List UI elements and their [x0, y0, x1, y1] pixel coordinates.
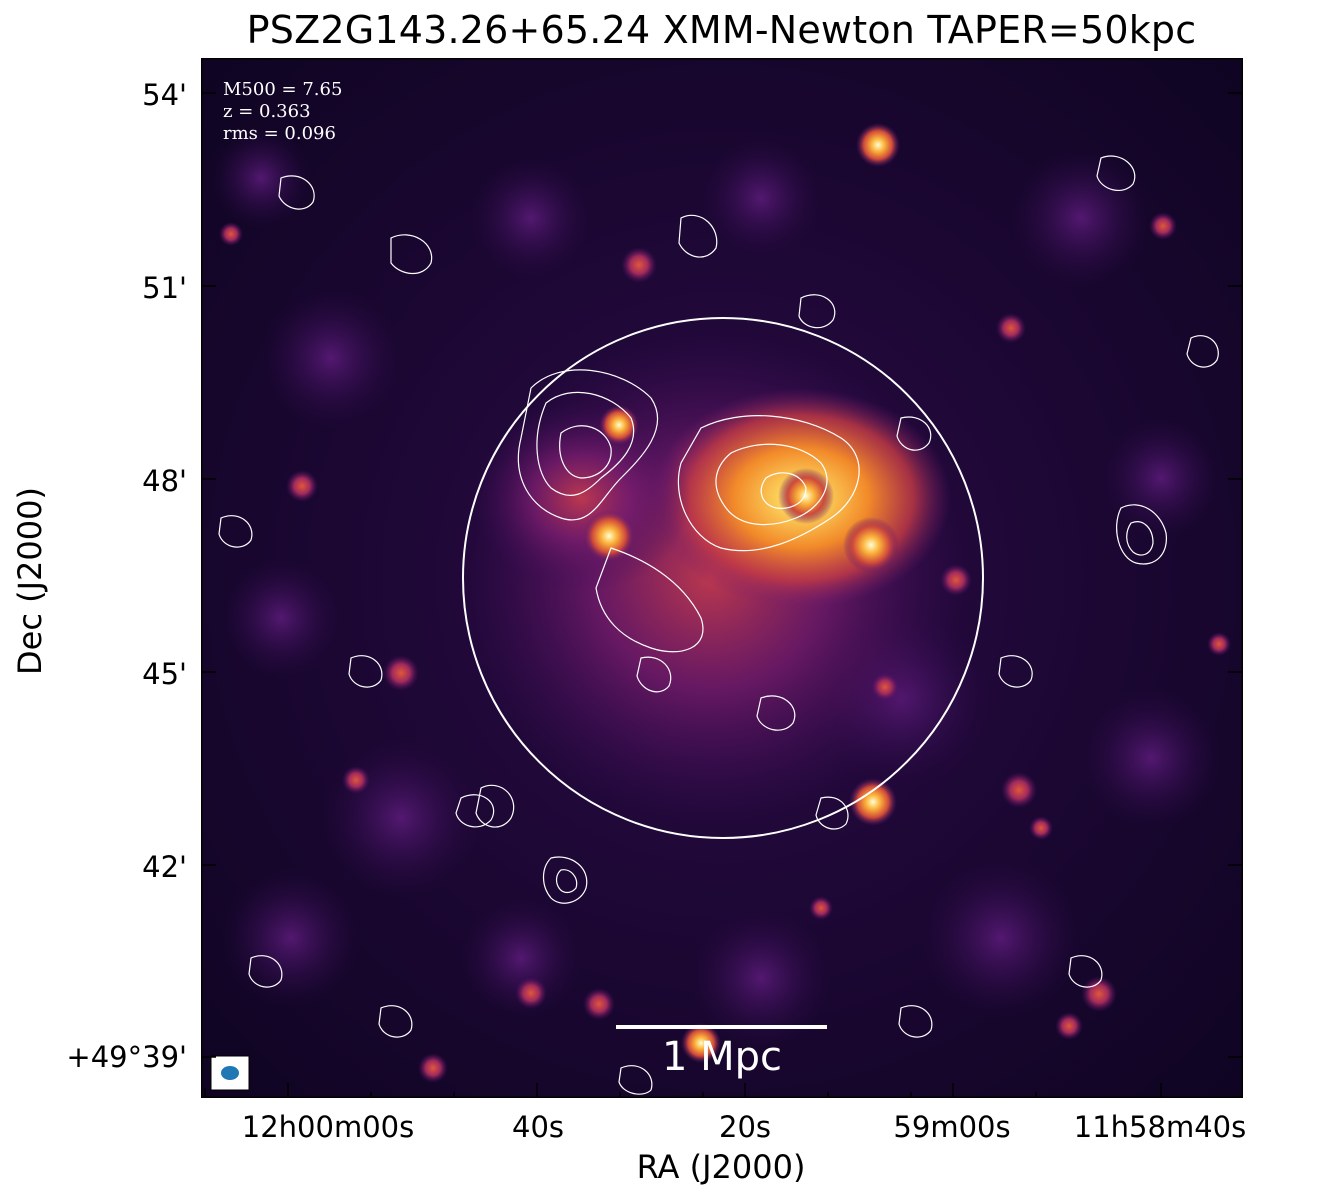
- redshift-annotation: z = 0.363: [223, 101, 311, 122]
- x-tick-label: 20s: [718, 1110, 772, 1144]
- rms-annotation: rms = 0.096: [223, 123, 336, 144]
- radio-contours: [218, 155, 1219, 1095]
- r500-circle: [462, 317, 984, 839]
- beam-ellipse: [221, 1066, 239, 1080]
- x-tick-label: 11h58m40s: [1073, 1110, 1247, 1144]
- y-axis-title: Dec (J2000): [11, 487, 49, 675]
- y-tick-label: 51': [142, 271, 187, 305]
- x-axis-title: RA (J2000): [636, 1148, 806, 1186]
- image-panel: M500 = 7.65 z = 0.363 rms = 0.096 1 Mpc: [201, 58, 1243, 1098]
- x-tick-label: 12h00m00s: [241, 1110, 415, 1144]
- background-noise: [211, 128, 1221, 1048]
- y-tick-label: +49°39': [66, 1040, 187, 1074]
- x-tick-label: 40s: [511, 1110, 565, 1144]
- y-tick-label: 54': [142, 78, 187, 112]
- plot-title: PSZ2G143.26+65.24 XMM-Newton TAPER=50kpc: [246, 8, 1197, 52]
- mass-annotation: M500 = 7.65: [223, 79, 342, 100]
- point-sources: [219, 123, 1231, 1083]
- xray-image: M500 = 7.65 z = 0.363 rms = 0.096 1 Mpc: [201, 58, 1243, 1098]
- y-tick-label: 48': [142, 464, 187, 498]
- y-tick-label: 45': [142, 657, 187, 691]
- scalebar-label: 1 Mpc: [662, 1034, 782, 1080]
- cluster-emission: [451, 328, 971, 828]
- axes-frame: [201, 58, 1243, 1098]
- x-tick-label: 59m00s: [893, 1110, 1011, 1144]
- y-tick-label: 42': [142, 850, 187, 884]
